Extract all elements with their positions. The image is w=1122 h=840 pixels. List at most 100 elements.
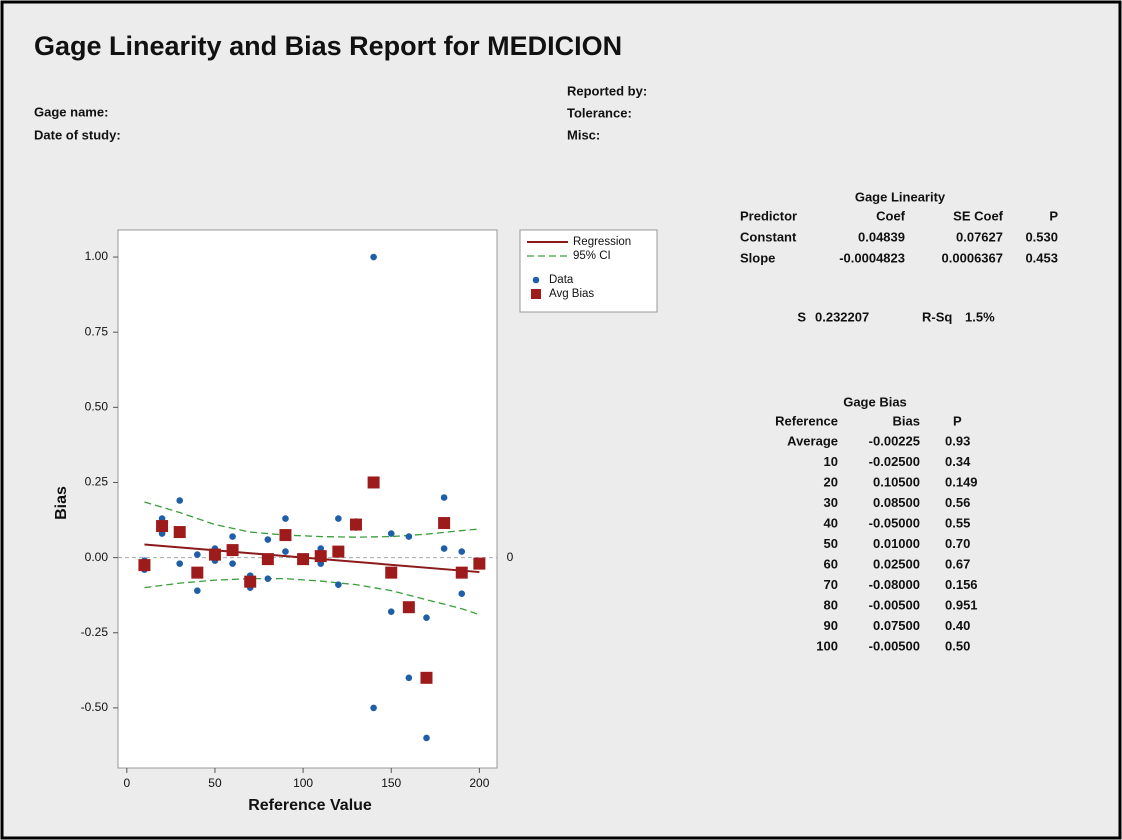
table-cell: 0.40: [945, 618, 970, 633]
plot-area: [117, 229, 498, 769]
summary-cell: 0.232207: [815, 309, 869, 324]
data-point: [264, 536, 272, 543]
table-cell: 0.02500: [873, 556, 920, 571]
column-header: Reference: [775, 413, 838, 428]
y-tick-label: 0.50: [85, 400, 109, 414]
table-cell: 0.50: [945, 638, 970, 653]
header-field: Date of study:: [34, 127, 121, 142]
table-cell: 100: [816, 638, 838, 653]
table-title: Gage Bias: [843, 394, 907, 409]
data-point: [440, 494, 448, 501]
data-point: [458, 590, 466, 597]
header-field: Gage name:: [34, 104, 108, 119]
legend: [519, 229, 658, 313]
avg-bias-marker: [367, 476, 380, 489]
table-cell: 60: [824, 556, 838, 571]
column-header: Bias: [893, 413, 920, 428]
summary-cell: S: [797, 309, 806, 324]
x-tick-label: 50: [208, 776, 222, 790]
legend-label: 95% CI: [573, 250, 611, 262]
column-header: P: [1049, 208, 1058, 223]
data-point: [440, 545, 448, 552]
header-field: Tolerance:: [567, 105, 632, 120]
reference-label: 0: [507, 550, 514, 564]
avg-bias-marker: [349, 518, 362, 531]
avg-bias-marker: [438, 517, 451, 530]
table-cell: 90: [824, 618, 838, 633]
data-point: [387, 608, 395, 616]
avg-bias-marker: [138, 559, 151, 572]
table-title: Gage Linearity: [855, 189, 946, 204]
avg-bias-marker: [402, 601, 415, 614]
avg-bias-marker: [156, 520, 169, 533]
table-cell: 0.04839: [858, 229, 905, 244]
y-tick-label: 0.75: [85, 324, 109, 338]
data-point: [335, 581, 342, 588]
avg-bias-marker: [297, 553, 310, 566]
y-tick-label: 0.25: [85, 475, 109, 489]
legend-label: Data: [549, 274, 574, 286]
table-cell: -0.0004823: [839, 250, 905, 265]
data-point: [387, 530, 395, 537]
table-cell: 0.67: [945, 556, 970, 571]
data-point: [176, 497, 183, 504]
avg-bias-marker: [455, 566, 468, 579]
table-cell: -0.02500: [869, 454, 920, 469]
table-cell: Constant: [740, 229, 797, 244]
data-point: [423, 734, 430, 742]
avg-bias-marker: [173, 526, 186, 539]
avg-bias-marker: [244, 575, 257, 588]
y-tick-label: -0.50: [81, 700, 109, 714]
regression-line: [144, 543, 480, 574]
data-point: [194, 551, 201, 558]
table-cell: 0.0006367: [942, 250, 1003, 265]
data-point: [282, 515, 289, 522]
avg-bias-marker: [208, 548, 221, 561]
table-cell: -0.00225: [869, 433, 920, 448]
avg-bias-marker: [261, 553, 274, 566]
table-cell: 0.56: [945, 495, 970, 510]
table-cell: -0.00500: [869, 638, 920, 653]
y-axis-label: Bias: [53, 486, 70, 520]
avg-bias-marker: [473, 557, 486, 570]
table-cell: 0.70: [945, 536, 970, 551]
legend-swatch: [532, 276, 540, 284]
header-field: Misc:: [567, 127, 600, 142]
data-point: [405, 533, 413, 540]
table-cell: -0.00500: [869, 597, 920, 612]
table-cell: 20: [824, 474, 838, 489]
data-point: [176, 560, 183, 567]
table-cell: 80: [824, 597, 838, 612]
table-cell: 0.07627: [956, 229, 1003, 244]
legend-label: Avg Bias: [549, 288, 594, 300]
table-cell: 30: [824, 495, 838, 510]
data-point: [458, 548, 466, 555]
data-point: [370, 704, 377, 712]
data-point: [405, 674, 413, 682]
data-point: [229, 533, 236, 540]
legend-swatch: [531, 289, 541, 299]
table-cell: Slope: [740, 250, 775, 265]
x-tick-label: 200: [469, 776, 489, 790]
x-tick-label: 100: [293, 776, 313, 790]
table-cell: 0.55: [945, 515, 970, 530]
report-title: Gage Linearity and Bias Report for MEDIC…: [34, 31, 622, 61]
data-point: [370, 253, 377, 261]
column-header: Coef: [876, 208, 906, 223]
data-point: [194, 587, 201, 594]
data-point: [423, 614, 430, 622]
table-cell: 0.08500: [873, 495, 920, 510]
avg-bias-marker: [420, 671, 433, 684]
avg-bias-marker: [226, 544, 239, 557]
avg-bias-marker: [314, 550, 327, 563]
column-header: SE Coef: [953, 208, 1004, 223]
table-cell: 0.149: [945, 474, 978, 489]
summary-cell: 1.5%: [965, 309, 995, 324]
data-point: [264, 575, 272, 582]
avg-bias-marker: [385, 566, 398, 579]
table-cell: 0.01000: [873, 536, 920, 551]
table-cell: 10: [824, 454, 838, 469]
table-cell: 0.156: [945, 577, 978, 592]
y-tick-label: 0.00: [85, 550, 109, 564]
table-cell: Average: [787, 433, 838, 448]
